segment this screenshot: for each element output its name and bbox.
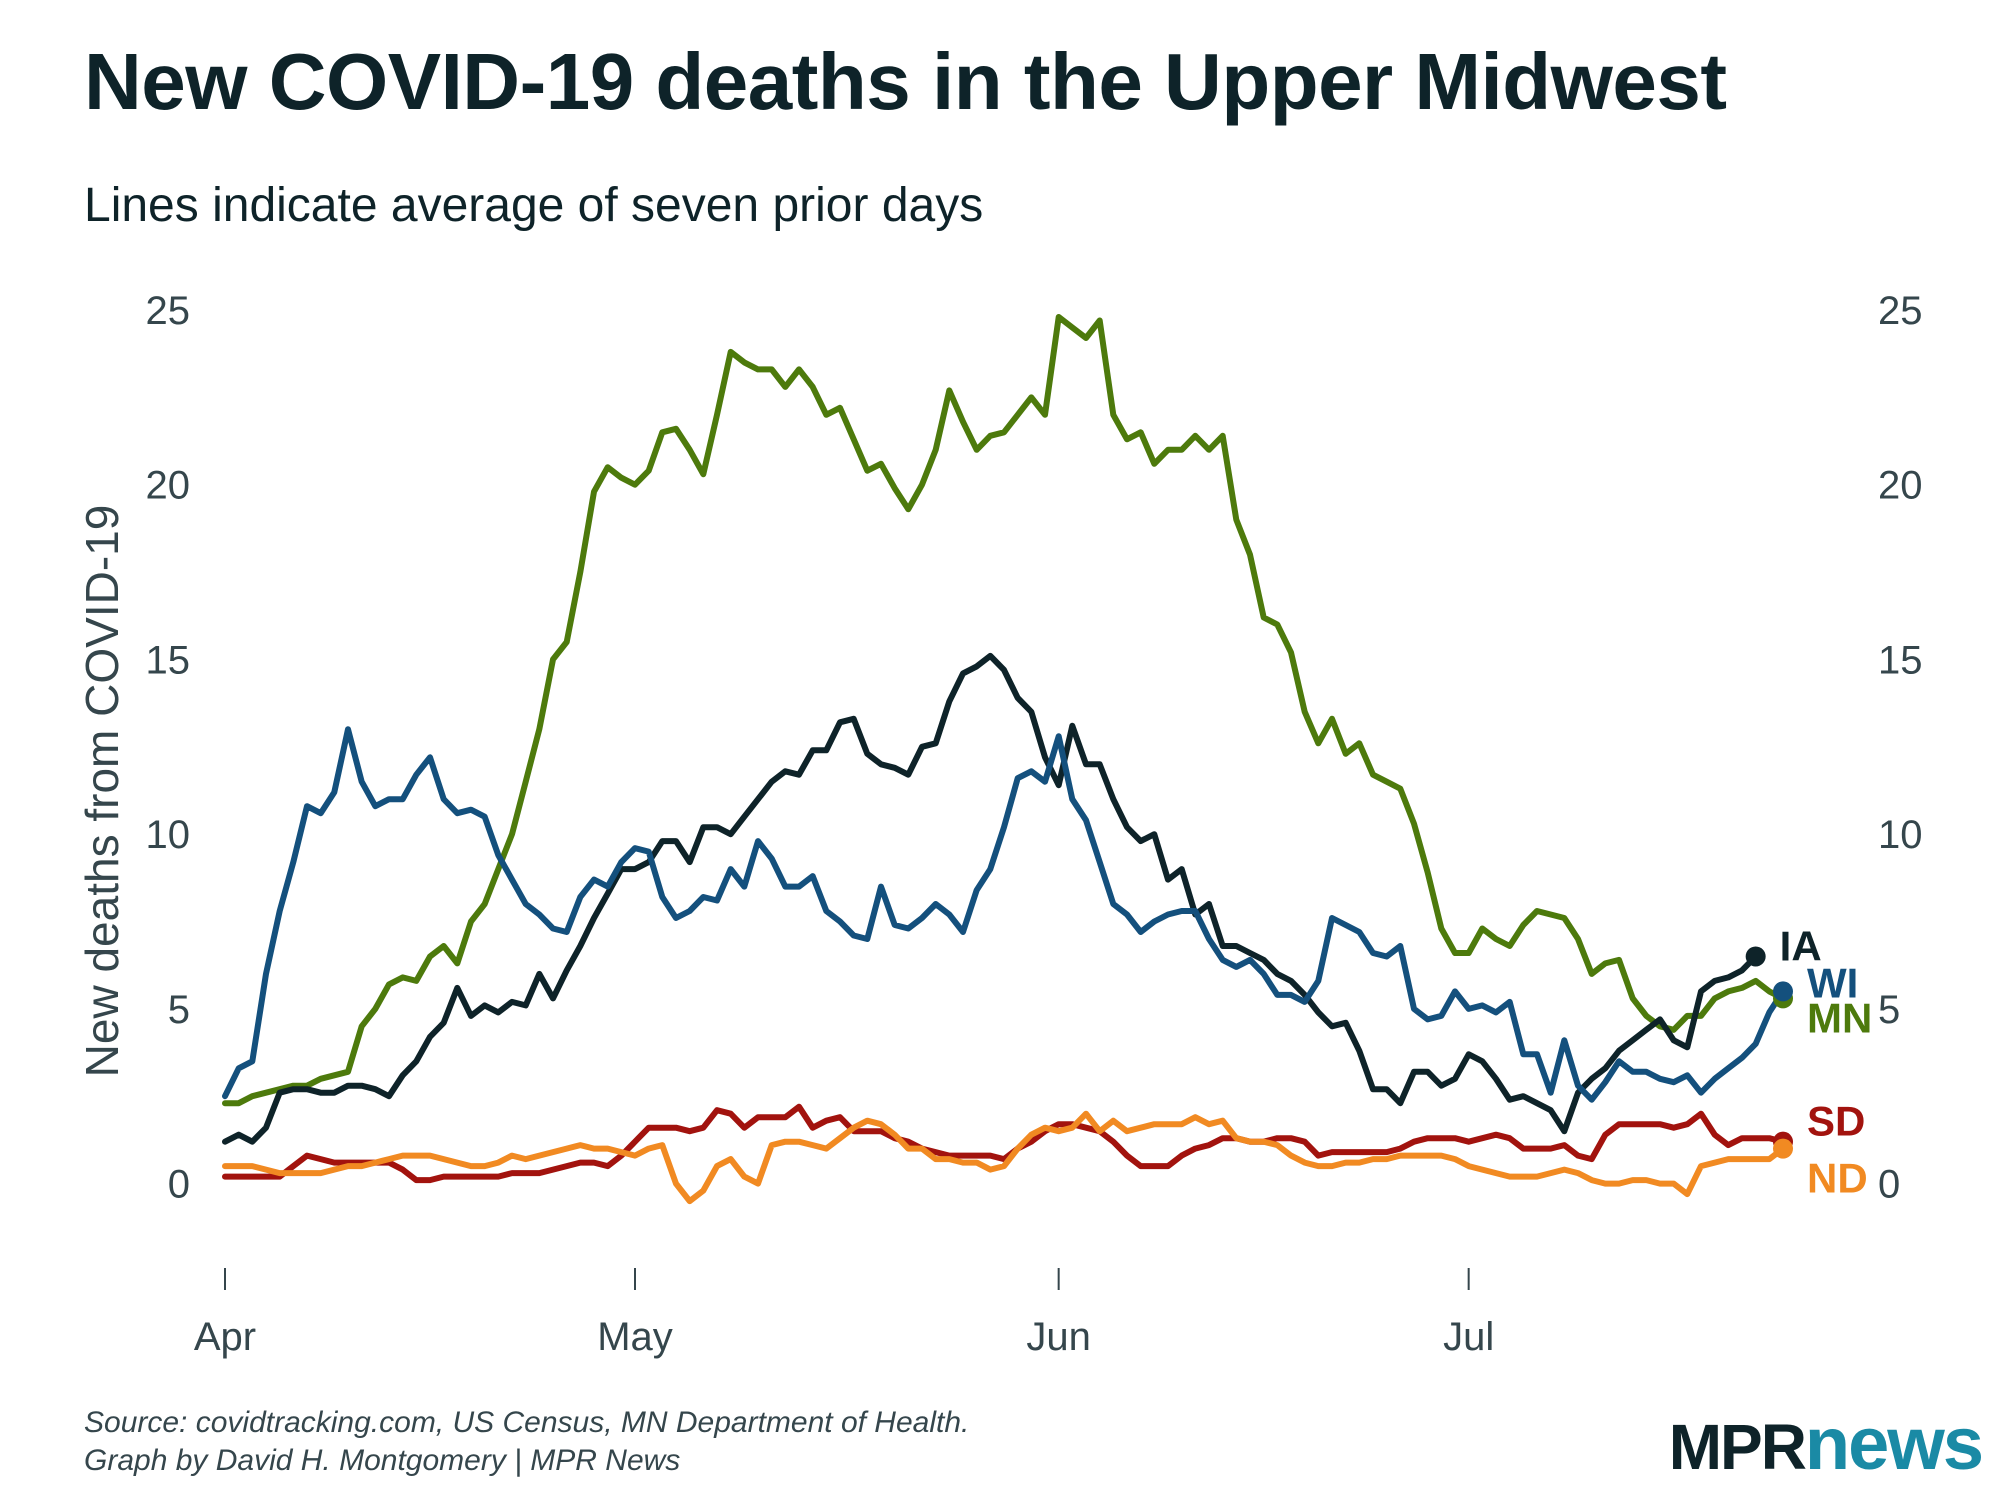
series-lines — [222, 314, 1786, 1205]
chart-subtitle: Lines indicate average of seven prior da… — [84, 179, 984, 232]
y-tick-right-10: 10 — [1878, 813, 1923, 857]
y-tick-right-25: 25 — [1878, 289, 1923, 333]
chart-title: New COVID-19 deaths in the Upper Midwest — [84, 37, 1727, 126]
y-tick-right-0: 0 — [1878, 1163, 1900, 1207]
y-tick-left-10: 10 — [146, 813, 191, 857]
series-label-ia: IA — [1780, 922, 1822, 969]
x-tick-may: May — [597, 1315, 673, 1359]
series-line-wi — [222, 726, 1786, 1103]
logo-news-text: news — [1804, 1402, 1984, 1485]
y-axis-right: 0 5 10 15 20 25 — [1878, 289, 1923, 1207]
y-tick-left-5: 5 — [168, 988, 190, 1032]
y-tick-left-25: 25 — [146, 289, 191, 333]
y-axis-label: New deaths from COVID-19 — [76, 505, 128, 1078]
series-line-nd — [222, 1110, 1786, 1205]
x-tick-jul: Jul — [1443, 1315, 1494, 1359]
credit-note: Graph by David H. Montgomery | MPR News — [84, 1444, 681, 1477]
mpr-news-logo: MPRnews — [1668, 1401, 1984, 1486]
series-label-nd: ND — [1807, 1155, 1868, 1202]
x-axis: Apr May Jun Jul — [194, 1268, 1494, 1359]
series-end-dot-nd — [1773, 1138, 1793, 1159]
series-line-mn — [222, 314, 1786, 1107]
x-tick-jun: Jun — [1026, 1315, 1091, 1359]
series-end-dot-ia — [1745, 946, 1766, 967]
series-label-mn: MN — [1807, 994, 1872, 1041]
series-label-wi: WI — [1807, 959, 1858, 1006]
series-label-sd: SD — [1807, 1098, 1865, 1145]
y-tick-right-15: 15 — [1878, 638, 1923, 682]
logo-mpr-text: MPR — [1668, 1411, 1807, 1483]
footer: Source: covidtracking.com, US Census, MN… — [84, 1404, 969, 1480]
series-end-dot-wi — [1773, 981, 1793, 1002]
source-note: Source: covidtracking.com, US Census, MN… — [84, 1406, 970, 1439]
series-line-sd — [222, 1103, 1786, 1184]
series-line-ia — [222, 652, 1759, 1145]
y-tick-right-20: 20 — [1878, 464, 1923, 508]
y-tick-left-15: 15 — [146, 638, 191, 682]
y-tick-right-5: 5 — [1878, 988, 1900, 1032]
y-tick-left-0: 0 — [168, 1163, 190, 1207]
x-tick-apr: Apr — [194, 1315, 256, 1359]
y-tick-left-20: 20 — [146, 464, 191, 508]
y-axis-left: 0 5 10 15 20 25 — [146, 289, 191, 1207]
